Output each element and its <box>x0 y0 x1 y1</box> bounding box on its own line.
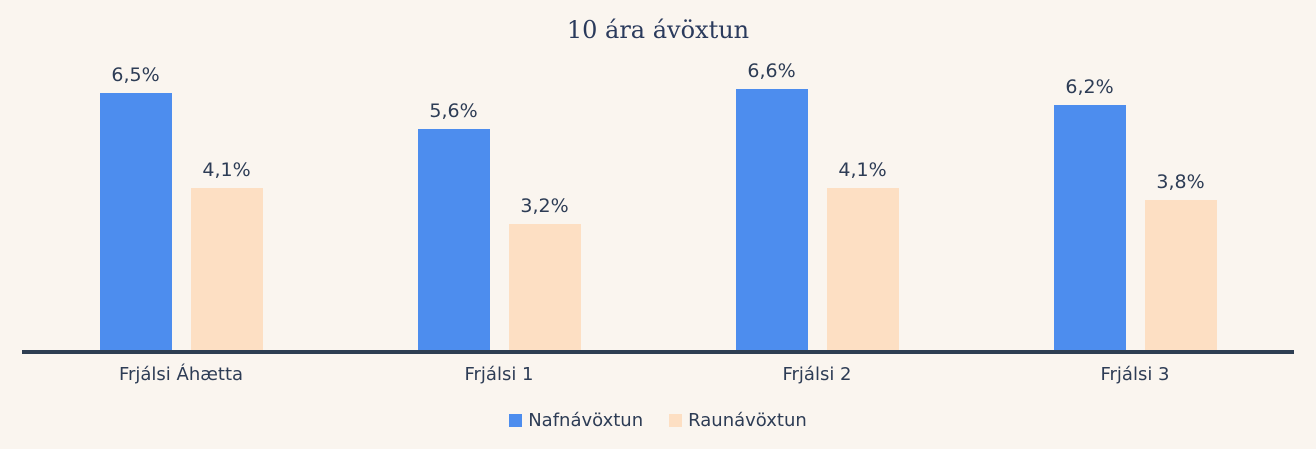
bar-raunávöxtun <box>190 188 263 350</box>
bar-value-label: 5,6% <box>429 100 478 122</box>
x-axis-label: Frjálsi 1 <box>464 364 534 385</box>
legend-swatch-blue-icon <box>509 414 523 427</box>
x-axis-label: Frjálsi Áhætta <box>118 364 244 385</box>
bar-value-label: 6,6% <box>747 60 796 82</box>
legend-swatch-peach-icon <box>669 414 683 427</box>
x-axis-label: Frjálsi 3 <box>1100 364 1170 385</box>
x-axis-line <box>22 350 1294 354</box>
bar-raunávöxtun <box>826 188 899 350</box>
bar-value-label: 4,1% <box>202 159 251 181</box>
legend: Nafnávöxtun Raunávöxtun <box>0 410 1316 431</box>
legend-label-raunavoxtun: Raunávöxtun <box>688 410 807 431</box>
bar-raunávöxtun <box>508 224 581 350</box>
bar-nafnávöxtun <box>99 93 172 350</box>
bar-nafnávöxtun <box>417 129 490 350</box>
legend-label-nafnavoxtun: Nafnávöxtun <box>528 410 644 431</box>
bar-value-label: 3,8% <box>1156 171 1205 193</box>
bar-value-label: 6,5% <box>111 64 160 86</box>
legend-item-raunavoxtun[interactable]: Raunávöxtun <box>669 410 807 431</box>
bar-nafnávöxtun <box>735 89 808 350</box>
bar-value-label: 4,1% <box>838 159 887 181</box>
bar-nafnávöxtun <box>1053 105 1126 350</box>
bar-value-label: 6,2% <box>1065 76 1114 98</box>
x-axis-label: Frjálsi 2 <box>782 364 852 385</box>
bar-raunávöxtun <box>1144 200 1217 350</box>
bar-value-label: 3,2% <box>520 195 569 217</box>
chart-title: 10 ára ávöxtun <box>566 16 750 44</box>
legend-item-nafnavoxtun[interactable]: Nafnávöxtun <box>509 410 643 431</box>
